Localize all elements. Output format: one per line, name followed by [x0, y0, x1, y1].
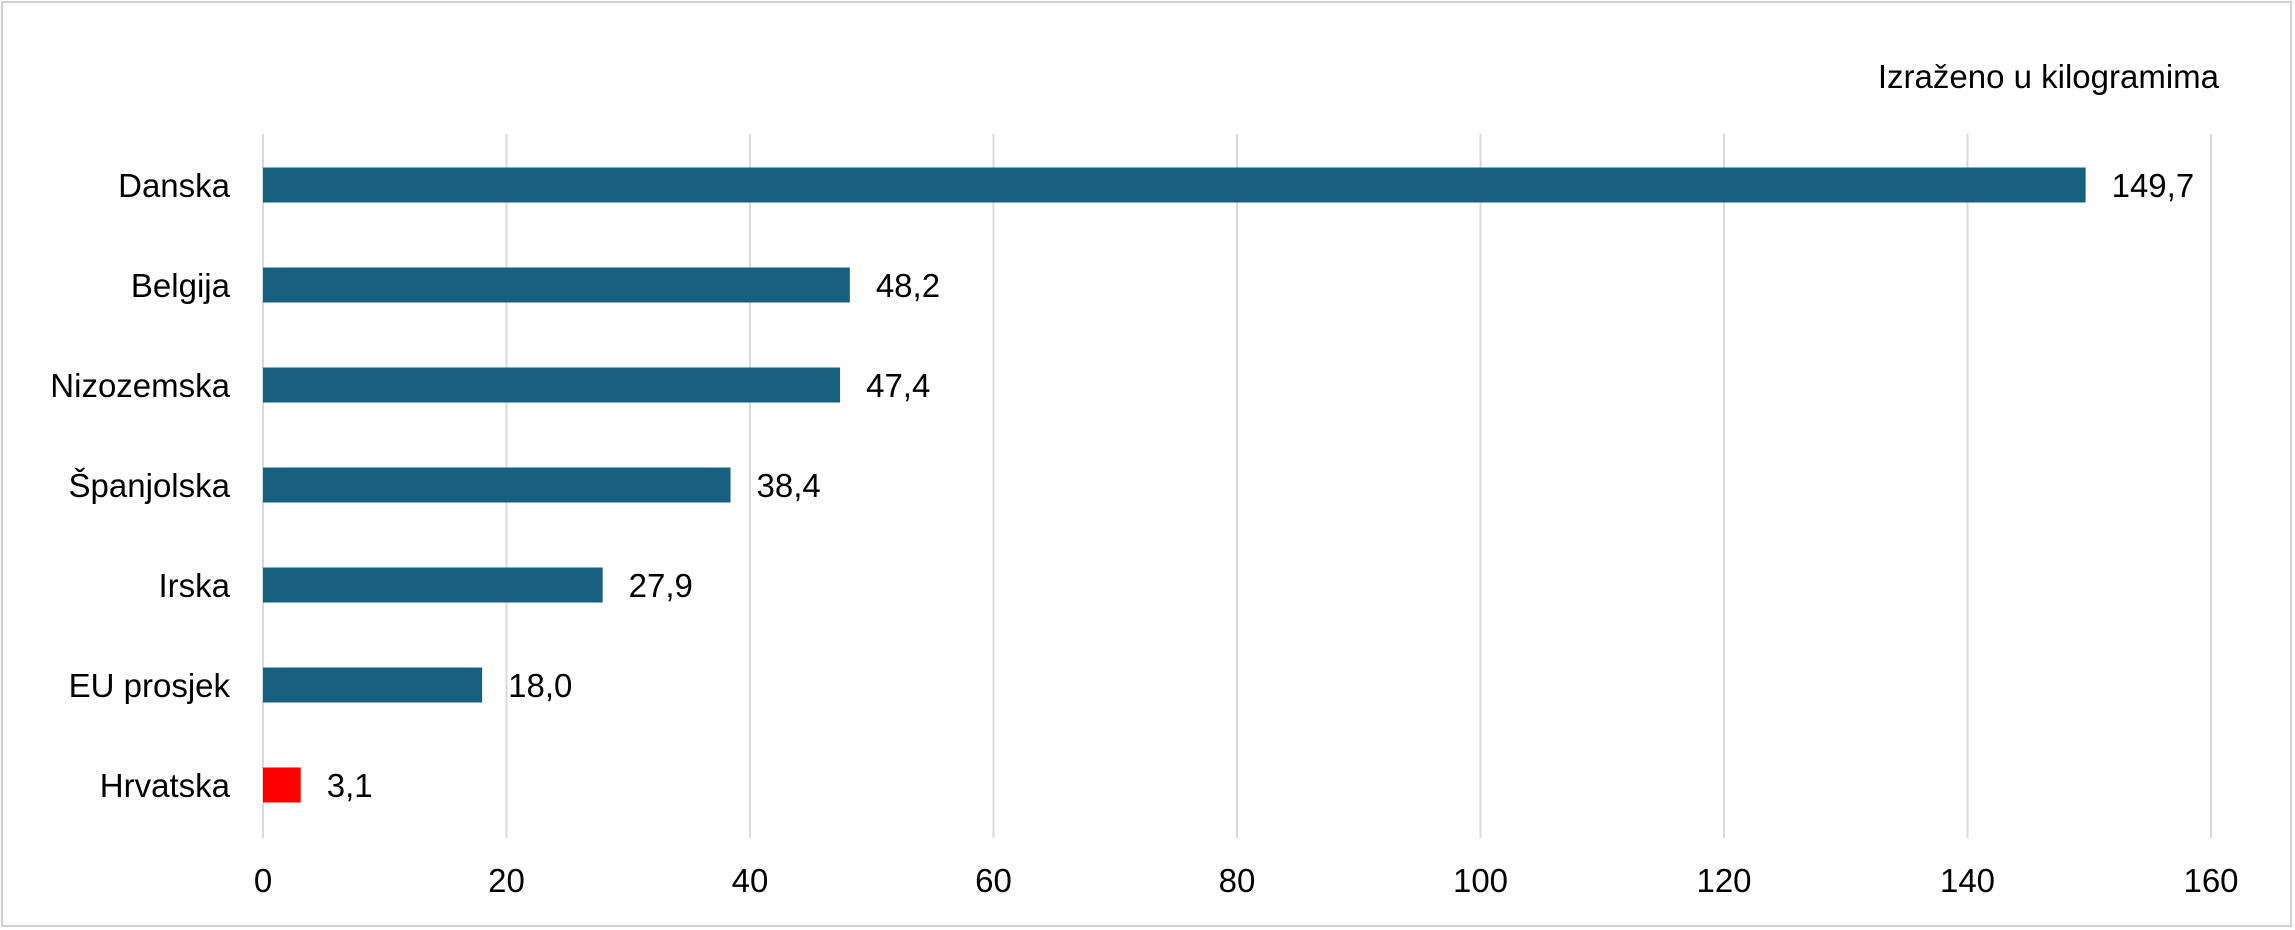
x-tick-label: 60 — [975, 862, 1012, 899]
value-labels: 149,7 48,2 47,4 38,4 27,9 18,0 3,1 — [327, 167, 2194, 804]
category-labels: Danska Belgija Nizozemska Španjolska Irska EU… — [50, 167, 230, 804]
bar — [263, 267, 850, 303]
bar — [263, 467, 731, 503]
data-label: 47,4 — [866, 367, 930, 404]
data-label: 3,1 — [327, 767, 373, 804]
bar — [263, 667, 483, 703]
bar — [263, 367, 841, 403]
x-tick-label: 160 — [2183, 862, 2238, 899]
x-tick-label: 120 — [1696, 862, 1751, 899]
category-label: EU prosjek — [69, 667, 231, 704]
data-label: 149,7 — [2112, 167, 2195, 204]
x-tick-label: 140 — [1940, 862, 1995, 899]
data-label: 38,4 — [757, 467, 821, 504]
data-label: 48,2 — [876, 267, 940, 304]
x-tick-label: 20 — [488, 862, 525, 899]
bars — [263, 167, 2086, 803]
x-tick-label: 100 — [1453, 862, 1508, 899]
gridlines — [262, 134, 2212, 838]
data-label: 27,9 — [629, 567, 693, 604]
bar — [263, 567, 603, 603]
bar — [263, 767, 301, 803]
x-tick-labels: 0 20 40 60 80 100 120 140 160 — [254, 862, 2239, 899]
unit-note: Izraženo u kilogramima — [1877, 58, 2219, 95]
category-label: Belgija — [131, 267, 231, 304]
x-tick-label: 0 — [254, 862, 272, 899]
bar — [263, 167, 2086, 203]
category-label: Danska — [118, 167, 231, 204]
category-label: Španjolska — [69, 467, 231, 504]
x-tick-label: 40 — [732, 862, 769, 899]
category-label: Nizozemska — [50, 367, 230, 404]
data-label: 18,0 — [508, 667, 572, 704]
x-tick-label: 80 — [1219, 862, 1256, 899]
category-label: Irska — [158, 567, 230, 604]
category-label: Hrvatska — [100, 767, 231, 804]
